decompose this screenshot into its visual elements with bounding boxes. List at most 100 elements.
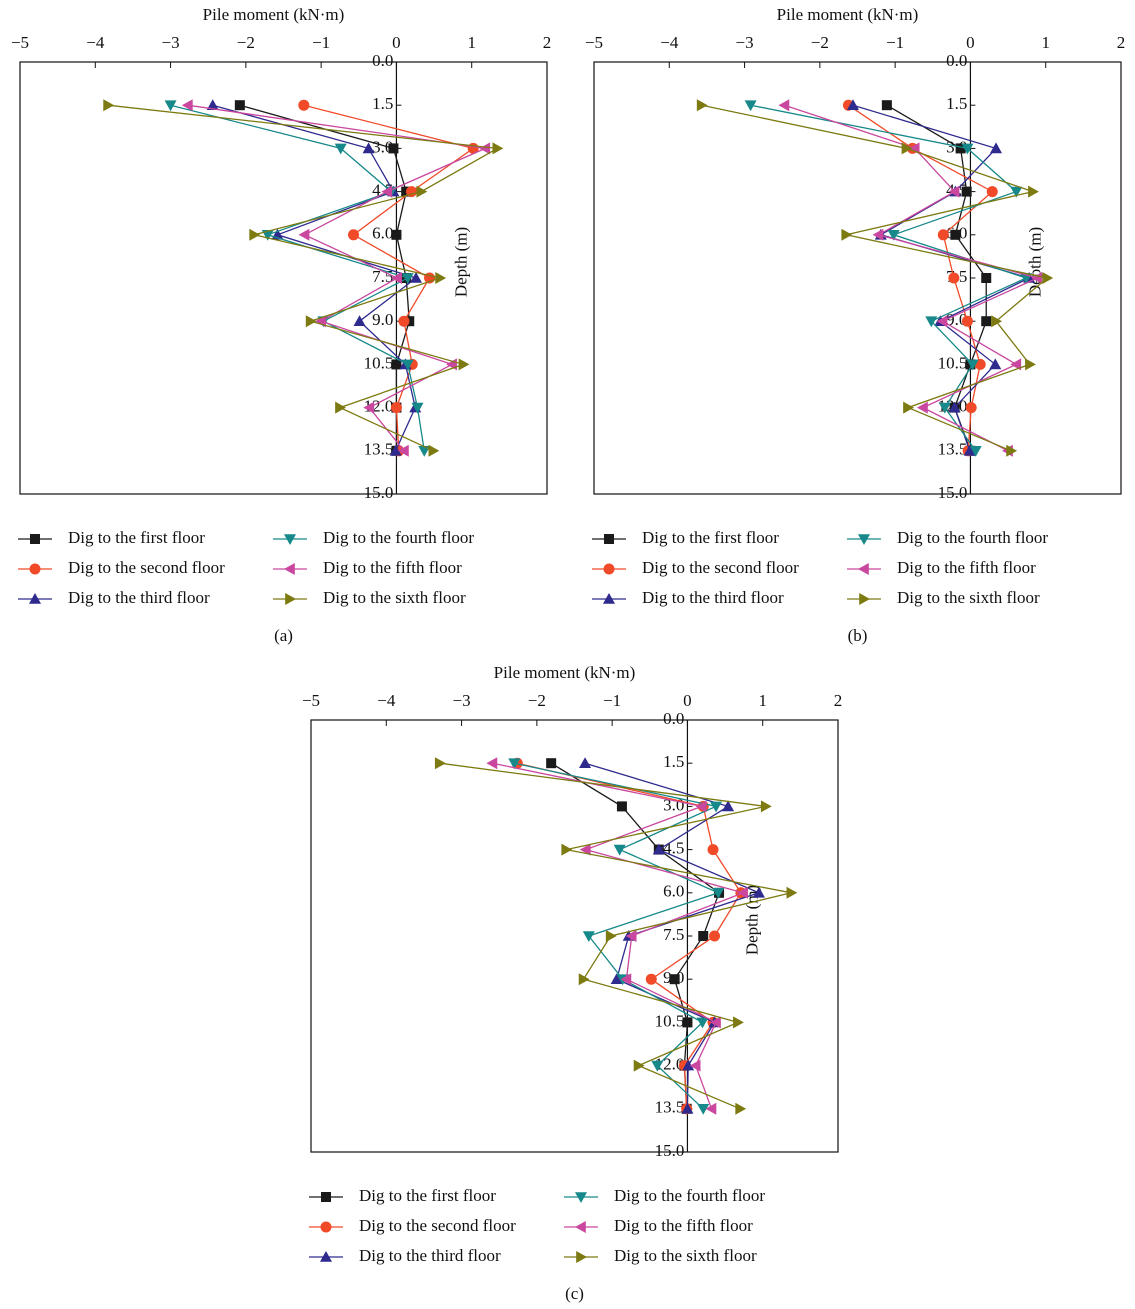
marker — [605, 930, 617, 942]
marker — [948, 272, 960, 284]
series-line — [701, 104, 1049, 452]
marker — [411, 402, 424, 414]
marker — [389, 444, 402, 456]
marker — [616, 801, 627, 812]
marker — [981, 316, 992, 327]
legend-label: Dig to the sixth floor — [614, 1246, 757, 1265]
marker — [30, 534, 40, 544]
marker — [334, 143, 347, 155]
x-tick-label: −5 — [11, 33, 29, 52]
marker — [1025, 358, 1036, 371]
y-tick-label: 3.0 — [372, 137, 393, 156]
y-tick-label: 0.0 — [663, 709, 684, 728]
y-tick-label: 0.0 — [946, 51, 967, 70]
marker — [1028, 185, 1039, 198]
marker — [391, 229, 402, 240]
y-tick-label: 1.5 — [372, 94, 393, 113]
y-tick-label: 6.0 — [372, 224, 393, 243]
marker — [363, 401, 375, 414]
marker — [645, 973, 657, 985]
marker — [321, 1192, 331, 1202]
x-tick-label: 0 — [966, 33, 975, 52]
marker — [576, 1251, 587, 1263]
legend-label: Dig to the sixth floor — [897, 588, 1040, 607]
marker — [416, 185, 428, 198]
legend-label: Dig to the second floor — [359, 1216, 516, 1235]
marker — [29, 593, 41, 604]
marker — [633, 1059, 645, 1072]
marker — [903, 401, 914, 414]
marker — [961, 143, 974, 155]
marker — [948, 185, 960, 198]
y-tick-label: 9.0 — [372, 310, 393, 329]
marker — [234, 100, 245, 111]
x-tick-label: 0 — [392, 33, 401, 52]
marker — [181, 99, 193, 112]
x-tick-label: −1 — [886, 33, 904, 52]
x-tick-label: −4 — [660, 33, 679, 52]
marker — [579, 757, 592, 768]
x-tick-label: −1 — [312, 33, 330, 52]
marker — [786, 886, 798, 899]
marker — [936, 315, 948, 328]
marker — [682, 1059, 695, 1071]
marker — [1010, 358, 1022, 371]
marker — [613, 844, 626, 856]
marker — [916, 401, 928, 414]
marker — [391, 272, 402, 284]
marker — [682, 1017, 693, 1028]
marker — [164, 100, 177, 112]
x-tick-label: −2 — [811, 33, 829, 52]
marker — [652, 843, 665, 855]
plot-frame — [19, 61, 548, 495]
marker — [955, 143, 966, 154]
legend-label: Dig to the fourth floor — [614, 1186, 765, 1205]
marker — [778, 99, 790, 112]
marker — [846, 99, 859, 110]
marker — [858, 534, 870, 545]
marker — [305, 315, 317, 328]
x-tick-label: 1 — [1041, 33, 1050, 52]
y-axis-title: Depth (m) — [1025, 227, 1044, 297]
marker — [986, 186, 998, 198]
marker — [508, 758, 521, 770]
x-tick-label: 0 — [683, 691, 692, 710]
marker — [760, 800, 772, 813]
y-tick-label: 10.5 — [938, 353, 968, 372]
marker — [841, 228, 853, 241]
marker — [950, 229, 961, 240]
marker — [707, 844, 719, 856]
legend-label: Dig to the second floor — [68, 558, 225, 577]
marker — [651, 1060, 664, 1072]
x-tick-label: 2 — [1117, 33, 1126, 52]
marker — [698, 931, 709, 941]
legend-label: Dig to the first floor — [642, 528, 779, 547]
marker — [969, 446, 982, 457]
marker — [689, 1059, 701, 1072]
y-axis-title: Depth (m) — [451, 227, 470, 297]
legend-label: Dig to the third floor — [642, 588, 784, 607]
y-tick-label: 13.5 — [655, 1098, 685, 1117]
marker — [603, 593, 615, 604]
x-axis-title: Pile moment (kN·m) — [777, 5, 919, 24]
marker — [901, 142, 913, 155]
marker — [710, 1016, 721, 1029]
marker — [401, 359, 414, 371]
plot-frame — [593, 61, 1122, 495]
y-tick-label: 9.0 — [946, 310, 967, 329]
legend-label: Dig to the third floor — [68, 588, 210, 607]
marker — [961, 315, 973, 327]
marker — [381, 185, 393, 198]
marker — [733, 1016, 744, 1029]
marker — [744, 100, 757, 112]
y-axis-title: Depth (m) — [742, 885, 761, 955]
x-axis-title: Pile moment (kN·m) — [494, 663, 636, 682]
marker — [938, 402, 951, 414]
x-tick-label: −5 — [585, 33, 603, 52]
marker — [348, 229, 360, 241]
legend-label: Dig to the sixth floor — [323, 588, 466, 607]
x-tick-label: −3 — [736, 33, 754, 52]
marker — [881, 100, 892, 111]
